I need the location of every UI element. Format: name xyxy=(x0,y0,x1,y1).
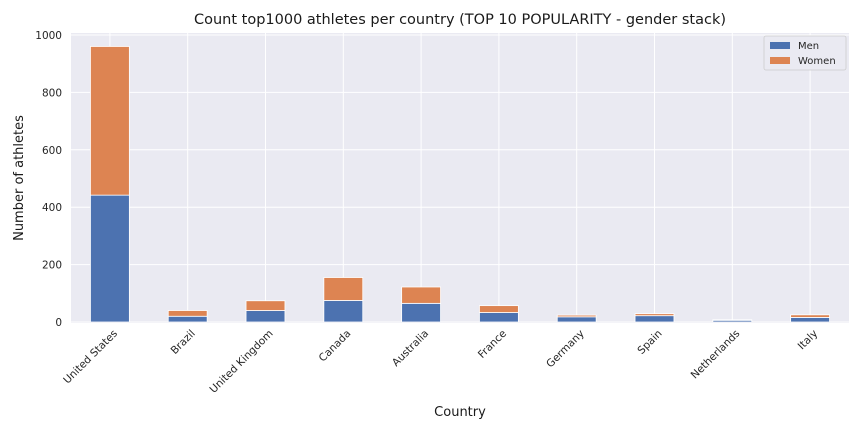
legend-label-women: Women xyxy=(798,56,836,67)
legend-swatch-men xyxy=(770,42,790,49)
x-tick-label: Italy xyxy=(796,328,821,353)
x-tick-label: United States xyxy=(61,328,120,387)
bars xyxy=(90,46,830,323)
bar-men xyxy=(790,317,830,323)
bar-women xyxy=(245,300,286,311)
bar-women xyxy=(479,305,519,313)
y-tick-label: 200 xyxy=(42,260,62,272)
legend-swatch-women xyxy=(770,57,790,64)
x-tick-label: France xyxy=(476,328,509,361)
bar-women xyxy=(556,314,597,318)
bar-men xyxy=(245,310,286,323)
bar-women xyxy=(401,286,441,304)
x-axis-label: Country xyxy=(434,405,486,420)
bar-men xyxy=(401,302,441,323)
bar-women xyxy=(790,314,830,318)
bar-men xyxy=(634,315,675,323)
bar-women xyxy=(167,310,208,317)
bar-women xyxy=(634,313,675,317)
x-tick-label: Spain xyxy=(635,328,664,357)
legend: Men Women xyxy=(763,35,847,71)
x-tick-label: Australia xyxy=(390,328,431,369)
grid-lines xyxy=(71,33,849,323)
x-tick-label: Brazil xyxy=(169,328,198,357)
y-tick-label: 1000 xyxy=(35,30,62,42)
y-tick-label: 800 xyxy=(42,87,62,99)
bar-men xyxy=(90,194,130,323)
bar-women xyxy=(712,319,753,321)
bar-men xyxy=(479,312,519,323)
x-tick-label: Germany xyxy=(544,328,587,371)
x-tick-label: Canada xyxy=(317,328,354,365)
y-tick-label: 400 xyxy=(42,202,62,214)
legend-label-men: Men xyxy=(798,41,819,52)
y-axis-ticks: 0 200 400 600 800 1000 xyxy=(35,30,62,329)
chart-title: Count top1000 athletes per country (TOP … xyxy=(194,12,726,28)
y-tick-label: 0 xyxy=(55,317,62,329)
bar-men xyxy=(556,316,597,323)
bar-men xyxy=(323,300,364,323)
x-tick-label: United Kingdom xyxy=(208,328,276,396)
bar-women xyxy=(323,277,364,301)
bar-men xyxy=(167,315,208,323)
x-tick-label: Netherlands xyxy=(689,328,743,382)
plot-background xyxy=(71,33,849,323)
y-tick-label: 600 xyxy=(42,145,62,157)
x-axis-ticks: United States Brazil United Kingdom Canada A… xyxy=(61,328,820,396)
y-axis-label: Number of athletes xyxy=(12,115,27,241)
bar-women xyxy=(90,46,130,196)
